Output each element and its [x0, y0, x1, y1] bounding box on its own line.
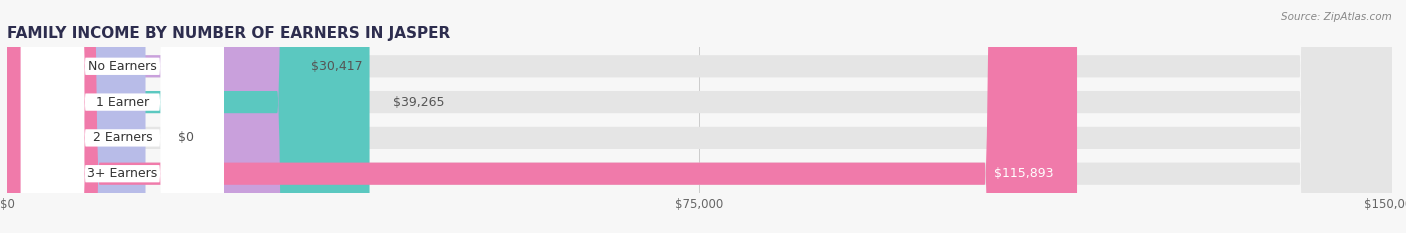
FancyBboxPatch shape	[21, 0, 224, 233]
FancyBboxPatch shape	[7, 0, 370, 233]
FancyBboxPatch shape	[7, 0, 1392, 233]
FancyBboxPatch shape	[7, 0, 146, 233]
Text: $115,893: $115,893	[994, 167, 1054, 180]
FancyBboxPatch shape	[7, 0, 1392, 233]
Text: FAMILY INCOME BY NUMBER OF EARNERS IN JASPER: FAMILY INCOME BY NUMBER OF EARNERS IN JA…	[7, 26, 450, 41]
Text: No Earners: No Earners	[89, 60, 157, 73]
FancyBboxPatch shape	[21, 0, 224, 233]
Text: $30,417: $30,417	[311, 60, 363, 73]
Text: 2 Earners: 2 Earners	[93, 131, 152, 144]
Text: 3+ Earners: 3+ Earners	[87, 167, 157, 180]
FancyBboxPatch shape	[21, 0, 224, 233]
Text: 1 Earner: 1 Earner	[96, 96, 149, 109]
Text: Source: ZipAtlas.com: Source: ZipAtlas.com	[1281, 12, 1392, 22]
Text: $39,265: $39,265	[392, 96, 444, 109]
FancyBboxPatch shape	[7, 0, 288, 233]
FancyBboxPatch shape	[21, 0, 224, 233]
FancyBboxPatch shape	[7, 0, 1077, 233]
FancyBboxPatch shape	[7, 0, 1392, 233]
FancyBboxPatch shape	[7, 0, 1392, 233]
Text: $0: $0	[177, 131, 194, 144]
